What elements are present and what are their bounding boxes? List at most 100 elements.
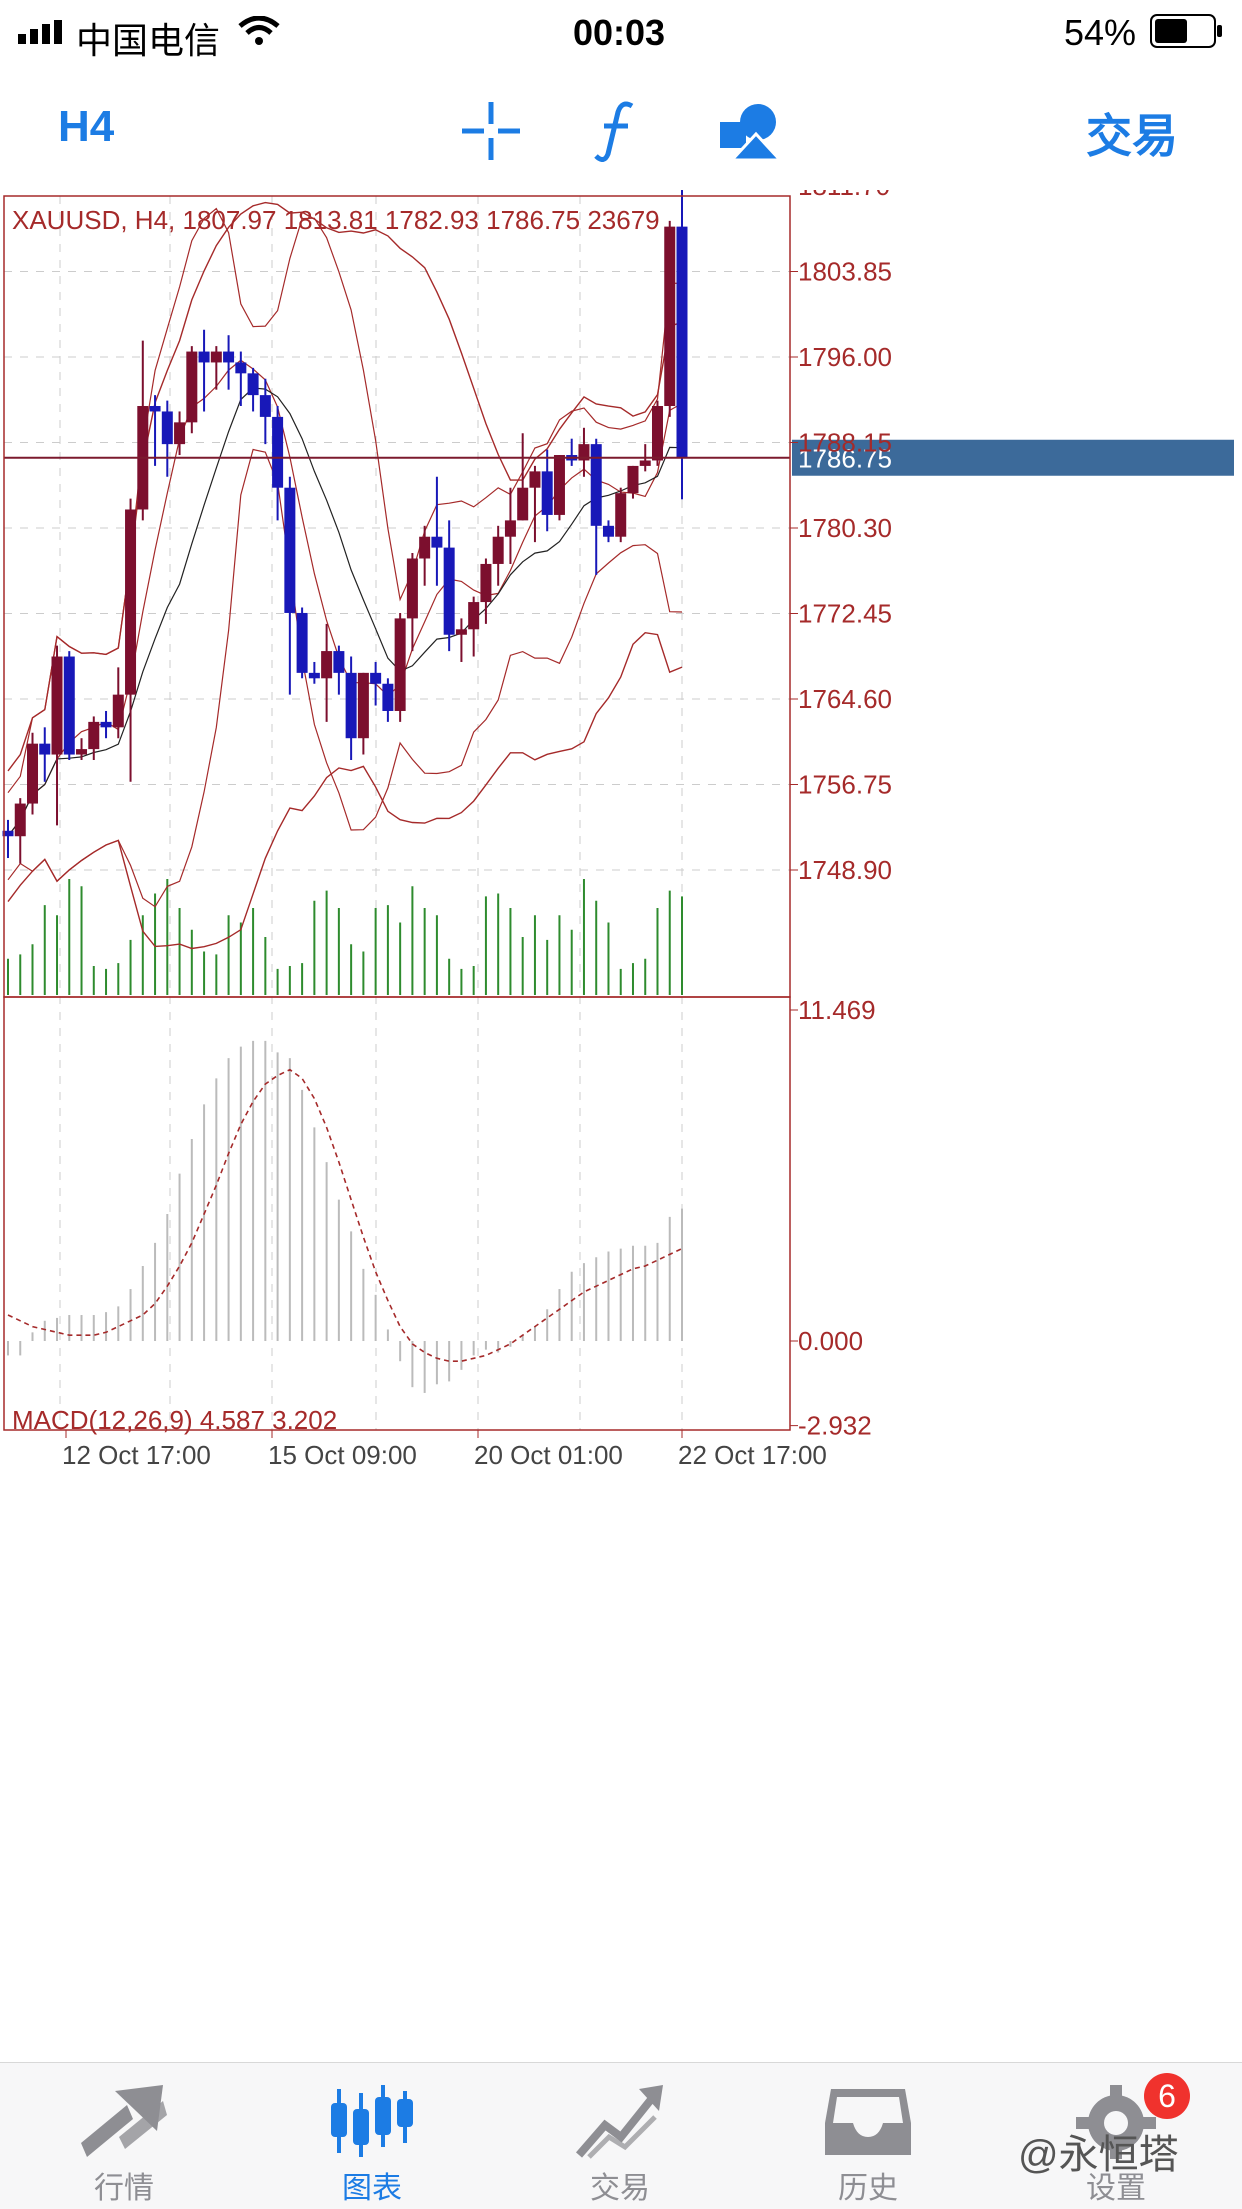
objects-icon[interactable] — [718, 100, 784, 162]
candle-body — [63, 656, 75, 755]
candle-body — [161, 411, 173, 445]
candle-body — [578, 444, 590, 461]
tab-settings[interactable]: 设置 — [992, 2063, 1240, 2209]
tab-label: 设置 — [1086, 2172, 1146, 2205]
candle-body — [76, 749, 88, 755]
candle-body — [149, 406, 161, 412]
time-axis-label: 22 Oct 17:00 — [678, 1440, 827, 1470]
tab-history[interactable]: 历史 — [744, 2063, 992, 2209]
macd-panel-frame — [3, 996, 791, 1431]
candle-body — [247, 373, 259, 396]
candle-body — [51, 656, 63, 755]
candle-body — [321, 651, 333, 679]
price-axis-label: 1764.60 — [798, 684, 892, 714]
candle-body — [590, 444, 602, 526]
candle-body — [431, 536, 443, 548]
tab-quotes[interactable]: 行情 — [0, 2063, 248, 2209]
candle-body — [345, 672, 357, 739]
chart-toolbar: H4 交易 — [0, 62, 1242, 190]
macd-label: MACD(12,26,9) 4.587 3.202 — [12, 1405, 337, 1435]
time-axis-label: 20 Oct 01:00 — [474, 1440, 623, 1470]
macd-axis-label: 0.000 — [798, 1326, 863, 1356]
candle-body — [480, 563, 492, 603]
candle-body — [664, 226, 676, 407]
candle-body — [553, 455, 565, 515]
macd-signal-line — [7, 1068, 683, 1362]
chart-info-line: XAUUSD, H4, 1807.97 1813.81 1782.93 1786… — [12, 205, 660, 235]
current-price-tag — [792, 439, 1234, 476]
watermark: @永恒塔 — [1018, 2133, 1179, 2177]
macd-indicator — [7, 1040, 683, 1393]
candle-body — [284, 487, 296, 613]
candle-body — [504, 520, 516, 537]
time-axis-label: 12 Oct 17:00 — [62, 1440, 211, 1470]
quotes-icon — [81, 2085, 167, 2157]
function-icon[interactable] — [594, 100, 638, 162]
tab-label: 历史 — [838, 2172, 898, 2205]
candle-body — [529, 471, 541, 488]
candle-body — [468, 602, 480, 630]
candle-body — [541, 471, 553, 515]
chart-icon — [331, 2085, 413, 2157]
chart-frame — [3, 195, 791, 1431]
candle-body — [651, 406, 663, 461]
clock: 00:03 — [573, 12, 666, 53]
candle-body — [443, 547, 455, 635]
trade-button[interactable]: 交易 — [1086, 110, 1178, 162]
candlesticks: 1786.75 — [2, 190, 1234, 864]
tab-trade[interactable]: 交易 — [496, 2063, 744, 2209]
current-price-label: 1786.75 — [798, 444, 892, 474]
tab-label: 图表 — [342, 2172, 402, 2205]
candle-body — [676, 226, 688, 458]
status-bar: 中国电信 00:03 54% — [0, 0, 1242, 62]
candle-body — [639, 460, 651, 466]
history-icon — [825, 2089, 911, 2155]
timeframe-button[interactable]: H4 — [58, 102, 115, 151]
wifi-icon — [238, 16, 280, 45]
candle-body — [419, 536, 431, 559]
price-axis-label: 1796.00 — [798, 342, 892, 372]
candle-body — [517, 487, 529, 521]
macd-axis-label: -2.932 — [798, 1411, 872, 1441]
signal-icon — [18, 20, 62, 44]
candle-body — [223, 351, 235, 363]
candle-body — [39, 743, 51, 755]
volume-bars — [7, 879, 683, 995]
bollinger-lower — [7, 631, 683, 950]
candle-body — [27, 743, 39, 804]
candle-body — [602, 525, 614, 537]
candle-body — [296, 612, 308, 673]
candle-body — [259, 395, 271, 417]
tab-label: 行情 — [94, 2172, 154, 2205]
price-axis-label: 1803.85 — [798, 257, 892, 287]
candle-body — [2, 830, 14, 837]
candle-body — [308, 672, 320, 679]
price-chart[interactable]: 1786.75 1811.70 1803.85 1796.00 1788.15 1780… — [0, 190, 1242, 2062]
crosshair-icon[interactable] — [460, 100, 522, 162]
price-axis-label: 1811.70 — [798, 190, 890, 201]
envelope-upper — [7, 207, 683, 794]
price-axis-label: 1780.30 — [798, 513, 892, 543]
battery-icon — [1150, 14, 1222, 48]
price-axis-label: 1748.90 — [798, 855, 892, 885]
candle-body — [492, 536, 504, 564]
macd-axis-label: 11.469 — [798, 995, 876, 1025]
candle-body — [235, 362, 247, 374]
envelope-lower — [7, 448, 683, 908]
battery-percent: 54% — [1064, 12, 1137, 53]
candle-body — [272, 416, 284, 488]
candle-body — [174, 422, 186, 445]
candle-body — [455, 629, 467, 635]
moving-average-slow — [7, 387, 683, 837]
price-axis-label: 1772.45 — [798, 599, 892, 629]
carrier-name: 中国电信 — [76, 20, 221, 61]
candle-body — [333, 651, 345, 673]
price-axis-label: 1756.75 — [798, 770, 892, 800]
candle-body — [370, 672, 382, 684]
tab-chart[interactable]: 图表 — [248, 2063, 496, 2209]
candle-body — [210, 351, 222, 363]
chart-axes: 1811.70 1803.85 1796.00 1788.15 1780.30 1772.… — [62, 190, 892, 1470]
candle-body — [382, 683, 394, 711]
candle-body — [88, 721, 100, 750]
candle-body — [357, 672, 369, 739]
